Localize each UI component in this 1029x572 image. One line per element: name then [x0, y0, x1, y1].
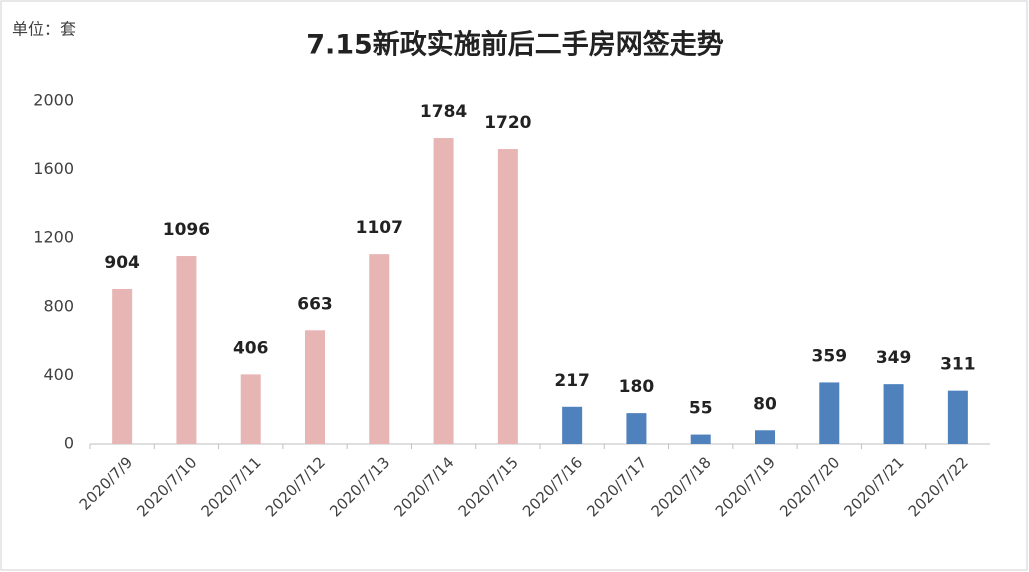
y-tick-label: 800 [43, 296, 74, 315]
data-label: 217 [554, 371, 590, 391]
data-label: 55 [689, 399, 713, 419]
y-tick-label: 400 [43, 365, 74, 384]
data-label: 904 [104, 253, 140, 273]
data-label: 1107 [356, 218, 403, 238]
y-tick-label: 0 [64, 434, 74, 453]
bar [562, 406, 583, 444]
bar [305, 330, 325, 444]
data-label: 663 [297, 294, 333, 314]
bar [819, 382, 840, 444]
y-tick-label: 1600 [33, 159, 74, 178]
y-tick-label: 2000 [33, 91, 74, 110]
chart-title: 7.15新政实施前后二手房网签走势 [306, 29, 724, 61]
data-label: 180 [619, 377, 655, 397]
bar [369, 254, 390, 444]
bar [240, 374, 261, 444]
bar [626, 413, 647, 444]
bar [755, 430, 775, 444]
bar [497, 149, 518, 444]
bar [883, 384, 904, 444]
bar [433, 138, 454, 444]
data-label: 1784 [420, 102, 467, 122]
data-label: 349 [876, 348, 912, 368]
data-label: 1720 [484, 113, 531, 133]
bar [176, 256, 197, 444]
unit-label: 单位：套 [12, 20, 76, 39]
bar [690, 434, 711, 444]
bar [112, 288, 133, 444]
data-label: 80 [753, 394, 777, 414]
bar [947, 390, 968, 444]
data-label: 359 [812, 346, 848, 366]
data-label: 311 [940, 355, 976, 375]
data-label: 406 [233, 338, 269, 358]
data-label: 1096 [163, 220, 210, 240]
y-tick-label: 1200 [33, 228, 74, 247]
